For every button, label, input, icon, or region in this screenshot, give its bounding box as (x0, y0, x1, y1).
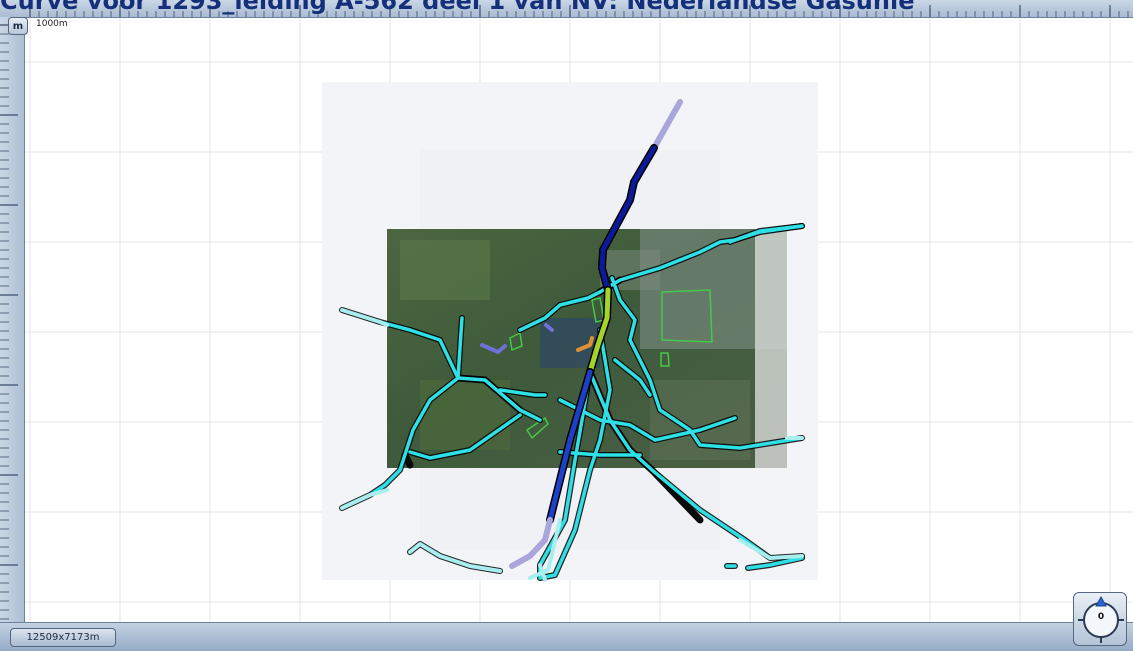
map-svg (25, 18, 1133, 622)
zone-outline (660, 352, 670, 367)
compass-control[interactable]: 0 (1073, 592, 1127, 646)
pipeline (728, 224, 804, 244)
pipeline-segment (651, 99, 683, 151)
map-size-button[interactable]: 12509x7173m (10, 628, 116, 647)
pipeline (518, 290, 602, 332)
pipeline (610, 276, 637, 342)
status-bar (0, 622, 1133, 651)
pipeline (528, 518, 562, 580)
pipeline-segment (576, 336, 594, 352)
north-arrow-icon (1095, 595, 1107, 607)
pipeline-segment (544, 323, 554, 332)
pipeline-network (339, 223, 805, 582)
pipeline (738, 538, 804, 560)
compass-icon (1078, 595, 1124, 643)
pipeline (408, 413, 522, 460)
pipeline (340, 488, 389, 510)
pipeline (498, 388, 547, 397)
pipeline (558, 398, 737, 442)
pipeline (456, 376, 542, 422)
unit-button[interactable]: m (8, 17, 28, 35)
pipeline-segment (587, 287, 611, 375)
left-ruler (0, 17, 25, 629)
aerial-photo (387, 229, 787, 468)
pipeline-segment (599, 145, 657, 293)
pipeline (538, 328, 612, 580)
scale-label: 1000m (36, 19, 68, 29)
zone-outline (509, 331, 523, 352)
window-title: Curve voor 1293_leiding A-562 deel 1 van… (0, 0, 915, 15)
pipeline (408, 542, 502, 573)
top-ruler (0, 0, 1133, 18)
top-ruler-ticks (29, 5, 1129, 17)
pipeline (340, 308, 389, 327)
pipeline-segment (509, 517, 553, 569)
pipeline (558, 450, 642, 457)
map-canvas[interactable] (25, 18, 1133, 622)
highlighted-pipeline (480, 99, 683, 569)
pipeline-segment (480, 343, 507, 354)
pipeline (456, 316, 464, 380)
pipeline-segment (547, 369, 593, 523)
pipeline (613, 358, 652, 397)
zone-outline (661, 289, 713, 343)
pipeline (628, 338, 804, 450)
pipeline (746, 556, 804, 570)
compass-heading: 0 (1097, 612, 1105, 622)
left-ruler-ticks (0, 24, 18, 629)
